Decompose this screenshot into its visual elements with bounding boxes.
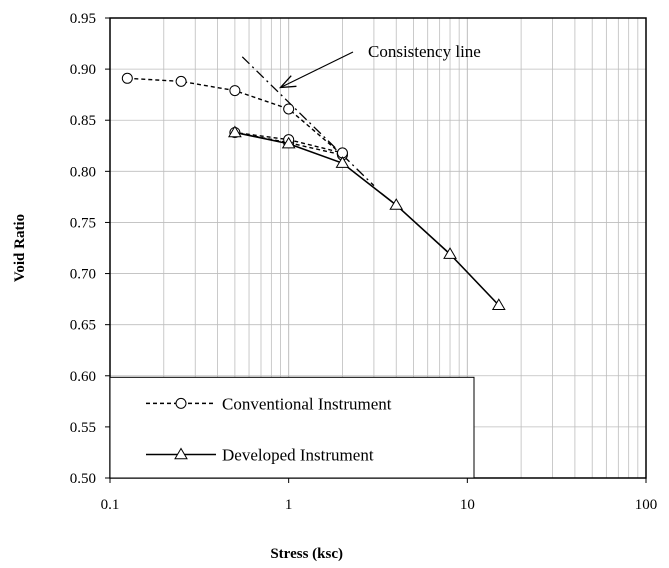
legend-box: [109, 376, 475, 479]
x-tick-label: 100: [635, 497, 658, 513]
y-tick-label: 0.80: [70, 164, 96, 180]
legend-items: Conventional Instrument Developed Instrum…: [146, 394, 392, 464]
circle-marker: [175, 75, 187, 87]
annotation-arrow-shaft: [280, 51, 354, 89]
x-tick-label: 10: [460, 497, 475, 513]
series-developed: [228, 125, 506, 310]
x-tick-label: 1: [285, 497, 293, 513]
legend-label: Developed Instrument: [222, 445, 374, 464]
circle-marker: [229, 85, 241, 97]
legend: Conventional Instrument Developed Instrum…: [109, 376, 475, 479]
triangle-marker: [281, 136, 296, 149]
x-axis-title: Stress (ksc): [270, 546, 343, 562]
legend-label: Conventional Instrument: [222, 394, 392, 413]
legend-entry-conventional: Conventional Instrument: [146, 394, 392, 413]
annotation-label: Consistency line: [368, 42, 481, 61]
x-tick-label: 0.1: [101, 497, 120, 513]
y-tick-label: 0.95: [70, 11, 96, 27]
series-line: [127, 77, 343, 156]
circle-marker: [121, 72, 133, 84]
triangle-marker: [389, 198, 404, 210]
triangle-marker: [491, 298, 506, 310]
y-tick-label: 0.70: [70, 267, 96, 283]
triangle-marker: [335, 156, 350, 168]
series-layer: [121, 72, 506, 310]
y-tick-label: 0.50: [70, 471, 96, 487]
y-tick-label: 0.55: [70, 420, 96, 436]
triangle-marker: [228, 125, 242, 138]
y-tick-label: 0.65: [70, 318, 96, 334]
circle-marker: [175, 397, 187, 409]
legend-entry-developed: Developed Instrument: [146, 445, 374, 464]
series-line: [234, 131, 500, 306]
triangle-marker: [443, 247, 457, 259]
y-tick-label: 0.60: [70, 369, 96, 385]
y-tick-label: 0.90: [70, 62, 96, 78]
circle-marker: [283, 103, 295, 115]
triangle-marker: [174, 447, 188, 460]
y-tick-label: 0.75: [70, 215, 96, 231]
y-axis-title: Void Ratio: [12, 214, 28, 282]
annotation-arrow-head: [278, 75, 297, 89]
y-tick-label: 0.85: [70, 113, 96, 129]
tick-labels: 0.50 0.55 0.60 0.65 0.70 0.75 0.80 0.85 0.90 0.95…: [70, 11, 658, 513]
consistency-line-annotation: Consistency line: [278, 42, 481, 89]
